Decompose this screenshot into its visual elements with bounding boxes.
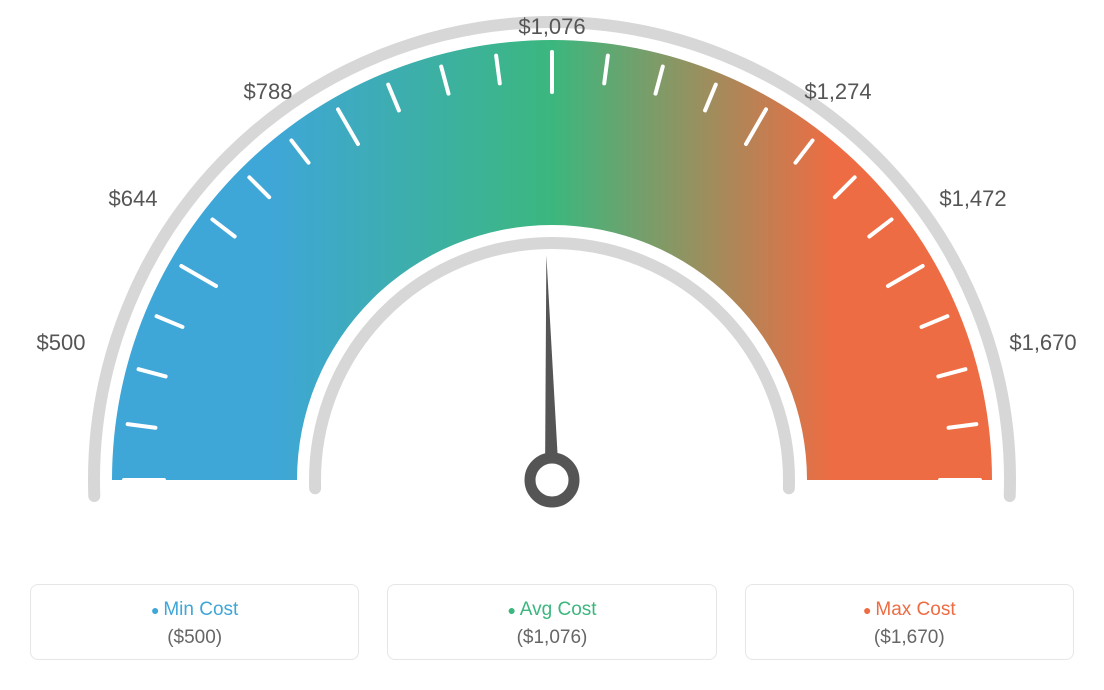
gauge-tick-label: $1,274 [804, 79, 871, 105]
cost-gauge-container: $500 $644 $788 $1,076 $1,274 $1,472 $1,670 Min… [0, 0, 1104, 690]
legend-row: Min Cost ($500) Avg Cost ($1,076) Max Co… [30, 584, 1074, 660]
legend-card-min: Min Cost ($500) [30, 584, 359, 660]
gauge-tick-label: $500 [37, 330, 86, 356]
gauge-tick-label: $1,076 [518, 14, 585, 40]
legend-card-avg: Avg Cost ($1,076) [387, 584, 716, 660]
gauge-tick-label: $1,472 [939, 186, 1006, 212]
legend-min-value: ($500) [41, 627, 348, 649]
legend-min-title: Min Cost [41, 599, 348, 621]
legend-max-title: Max Cost [756, 599, 1063, 621]
gauge-tick-label: $788 [244, 79, 293, 105]
legend-max-value: ($1,670) [756, 627, 1063, 649]
gauge-tick-label: $644 [109, 186, 158, 212]
gauge-chart: $500 $644 $788 $1,076 $1,274 $1,472 $1,670 [0, 0, 1104, 560]
legend-card-max: Max Cost ($1,670) [745, 584, 1074, 660]
gauge-tick-label: $1,670 [1009, 330, 1076, 356]
legend-avg-title: Avg Cost [398, 599, 705, 621]
gauge-svg [0, 0, 1104, 560]
legend-avg-value: ($1,076) [398, 627, 705, 649]
